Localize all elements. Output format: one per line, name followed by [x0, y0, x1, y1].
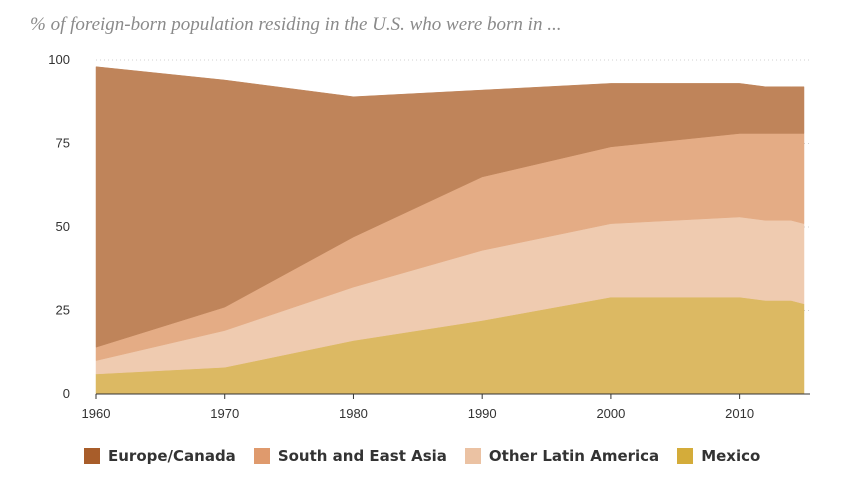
x-tick-label-1980: 1980: [339, 406, 368, 421]
x-tick-label-1960: 1960: [82, 406, 111, 421]
legend-swatch-other-latin-america: [464, 448, 481, 464]
legend-swatch-mexico: [677, 448, 694, 464]
y-tick-label-50: 50: [56, 219, 70, 234]
legend-swatch-south-and-east-asia: [253, 448, 270, 464]
legend-label-other-latin-america: Other Latin America: [488, 447, 660, 465]
legend-label-south-and-east-asia: South and East Asia: [277, 447, 447, 465]
x-tick-label-1990: 1990: [468, 406, 497, 421]
chart-legend: Europe/Canada South and East Asia Other La…: [84, 447, 778, 465]
legend-swatch-europe-canada: [84, 448, 100, 464]
legend-item-other-latin-america: Other Latin America: [464, 447, 660, 465]
legend-label-mexico: Mexico: [701, 447, 761, 465]
chart-title: % of foreign-born population residing in…: [30, 14, 562, 35]
y-tick-label-100: 100: [48, 52, 70, 67]
legend-item-mexico: Mexico: [677, 447, 760, 465]
legend-label-europe-canada: Europe/Canada: [108, 447, 236, 465]
y-tick-label-0: 0: [63, 386, 70, 401]
x-tick-label-2010: 2010: [725, 406, 754, 421]
x-tick-label-1970: 1970: [210, 406, 239, 421]
area-europe-canada: [95, 66, 805, 348]
legend-item-south-and-east-asia: South and East Asia: [253, 447, 447, 465]
legend-item-europe-canada: Europe/Canada: [84, 447, 236, 465]
y-tick-label-25: 25: [56, 303, 70, 318]
x-tick-label-2000: 2000: [596, 406, 625, 421]
y-tick-label-75: 75: [56, 136, 70, 151]
